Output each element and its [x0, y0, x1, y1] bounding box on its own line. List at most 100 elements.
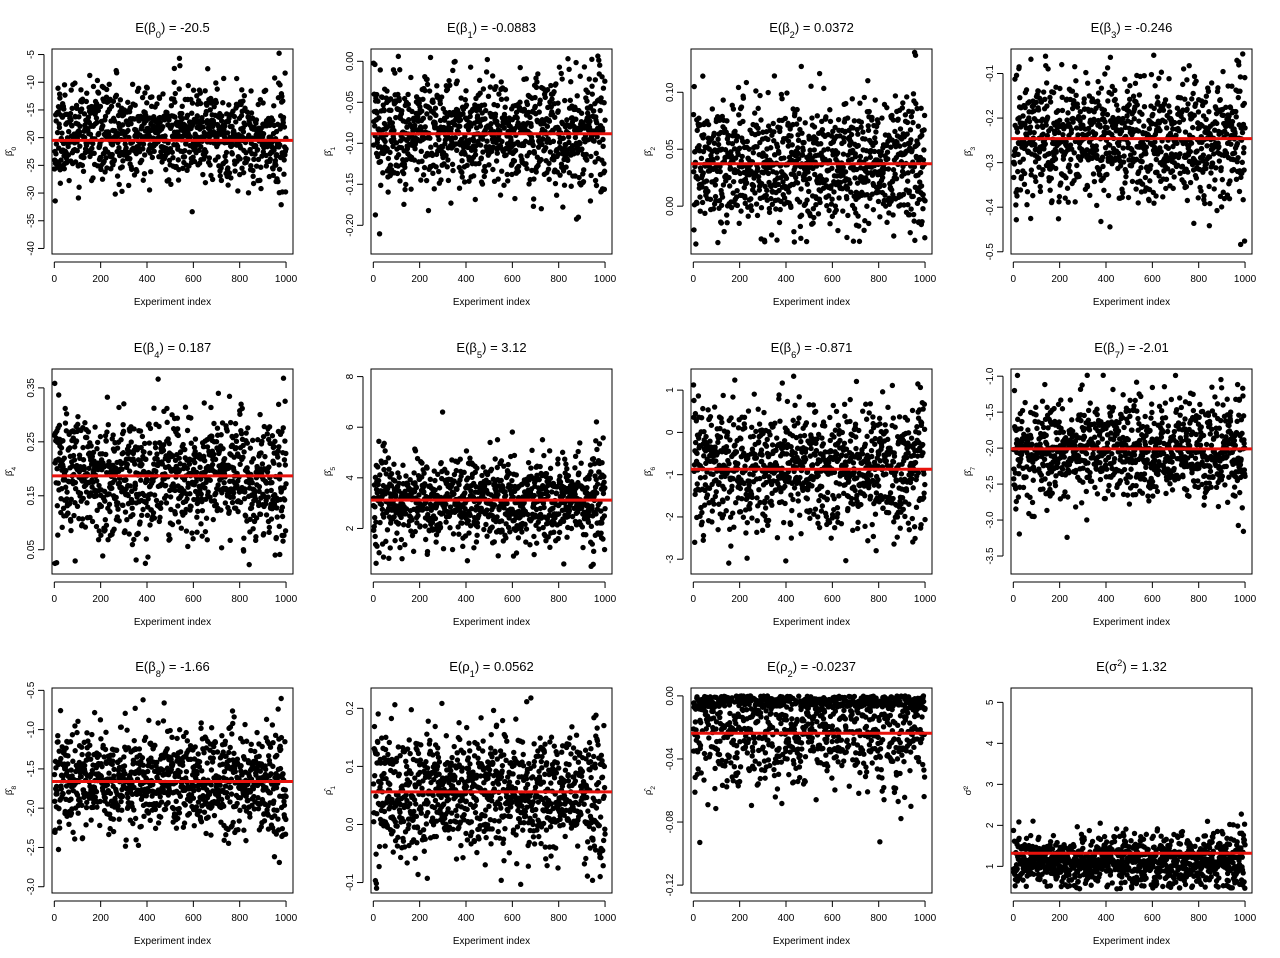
chart-2-point: [387, 162, 394, 168]
chart-1-point: [83, 98, 90, 105]
chart-2-point: [452, 135, 459, 141]
chart-3-point: [711, 130, 717, 137]
chart-5-point: [246, 561, 252, 568]
chart-1-point: [240, 169, 247, 176]
chart-1-point: [102, 113, 109, 120]
chart-3-point: [875, 120, 881, 126]
chart-2-point: [523, 161, 529, 167]
chart-3-point: [821, 85, 827, 92]
chart-2-point: [540, 136, 546, 142]
chart-2-point: [434, 83, 440, 89]
chart-1-point: [116, 181, 122, 188]
chart-5-point: [215, 482, 221, 488]
chart-4-point: [1240, 150, 1247, 156]
chart-2-point: [567, 97, 573, 104]
chart-5-point: [176, 455, 182, 461]
chart-4-point: [1026, 118, 1033, 125]
chart-1-point: [93, 115, 100, 121]
chart-5-point: [189, 530, 195, 536]
chart-4-point: [1158, 148, 1164, 155]
chart-3-point: [893, 175, 900, 182]
chart-4-point: [1066, 162, 1072, 168]
chart-4-point: [1094, 202, 1100, 209]
chart-2-point: [390, 143, 396, 150]
chart-1-point: [61, 82, 68, 88]
chart-1-point: [53, 141, 60, 147]
chart-2-point: [403, 157, 409, 163]
chart-4-point: [1180, 116, 1187, 123]
chart-4-point: [1202, 99, 1209, 105]
chart-2-point: [573, 116, 579, 122]
chart-5-y-tick-label: 0.35: [26, 378, 37, 398]
chart-5-point: [67, 445, 73, 451]
chart-3-point: [904, 119, 911, 126]
chart-4-point: [1206, 222, 1213, 229]
chart-5-point: [174, 415, 181, 421]
chart-1-y-tick-label: -35: [26, 213, 37, 228]
chart-3-y-tick-label: 0.10: [665, 82, 676, 102]
chart-5-point: [123, 477, 129, 483]
chart-5-point: [129, 505, 135, 511]
chart-2-point: [560, 135, 567, 141]
chart-3-x-tick-label: 0: [691, 274, 697, 285]
chart-4-point: [1104, 171, 1110, 178]
chart-4-point: [1024, 202, 1030, 208]
chart-2-point: [457, 117, 464, 123]
chart-3-point: [900, 100, 906, 106]
chart-2-point: [479, 181, 486, 187]
chart-3-point: [844, 185, 851, 191]
chart-4-point: [1152, 83, 1158, 89]
chart-5-point: [218, 432, 224, 438]
chart-2-point: [428, 144, 434, 150]
chart-5-point: [73, 438, 80, 444]
chart-1-point: [206, 155, 213, 161]
chart-5-point: [193, 469, 200, 476]
chart-5-point: [142, 560, 149, 567]
chart-5-point: [94, 478, 100, 484]
chart-5-point: [133, 557, 139, 563]
chart-4-point: [1177, 151, 1183, 157]
chart-1-point: [81, 134, 88, 141]
chart-4-point: [1164, 125, 1170, 131]
chart-3-point: [910, 91, 917, 97]
chart-4-point: [1188, 140, 1195, 146]
chart-3-point: [703, 178, 710, 184]
chart-4-point: [1020, 113, 1026, 119]
chart-1-point: [62, 92, 68, 98]
chart-3-point: [716, 197, 723, 204]
chart-1-point: [185, 82, 191, 89]
chart-3-points: [690, 49, 928, 247]
chart-3-point: [776, 219, 783, 226]
chart-1-point: [253, 117, 260, 123]
chart-3-point: [810, 220, 816, 226]
chart-1-point: [126, 182, 132, 189]
chart-1-point: [189, 110, 195, 116]
chart-2-point: [593, 182, 600, 189]
chart-5-point: [103, 451, 109, 458]
chart-2-point: [526, 181, 532, 187]
chart-4-point: [1104, 124, 1110, 131]
chart-5-point: [147, 425, 154, 432]
chart-5-point: [164, 405, 170, 412]
chart-2-point: [546, 118, 553, 124]
chart-4-point: [1037, 183, 1043, 190]
chart-1-point: [233, 75, 240, 82]
chart-3-point: [789, 142, 795, 148]
chart-1-point: [65, 152, 72, 158]
chart-5-point: [188, 415, 194, 421]
chart-1-point: [113, 70, 120, 76]
chart-5-point: [137, 519, 143, 525]
chart-3-point: [770, 120, 776, 127]
chart-2-point: [397, 67, 403, 73]
chart-2-point: [570, 146, 576, 153]
chart-4-points: [1010, 51, 1248, 248]
chart-1-point: [258, 185, 264, 192]
chart-4-point: [1053, 149, 1059, 155]
chart-5-y-axis-label: β̂4: [4, 467, 18, 476]
chart-2-point: [424, 76, 430, 83]
chart-2-point: [548, 82, 554, 89]
chart-1-point: [176, 86, 182, 92]
chart-1-point: [197, 90, 204, 96]
chart-2-point: [444, 113, 450, 120]
